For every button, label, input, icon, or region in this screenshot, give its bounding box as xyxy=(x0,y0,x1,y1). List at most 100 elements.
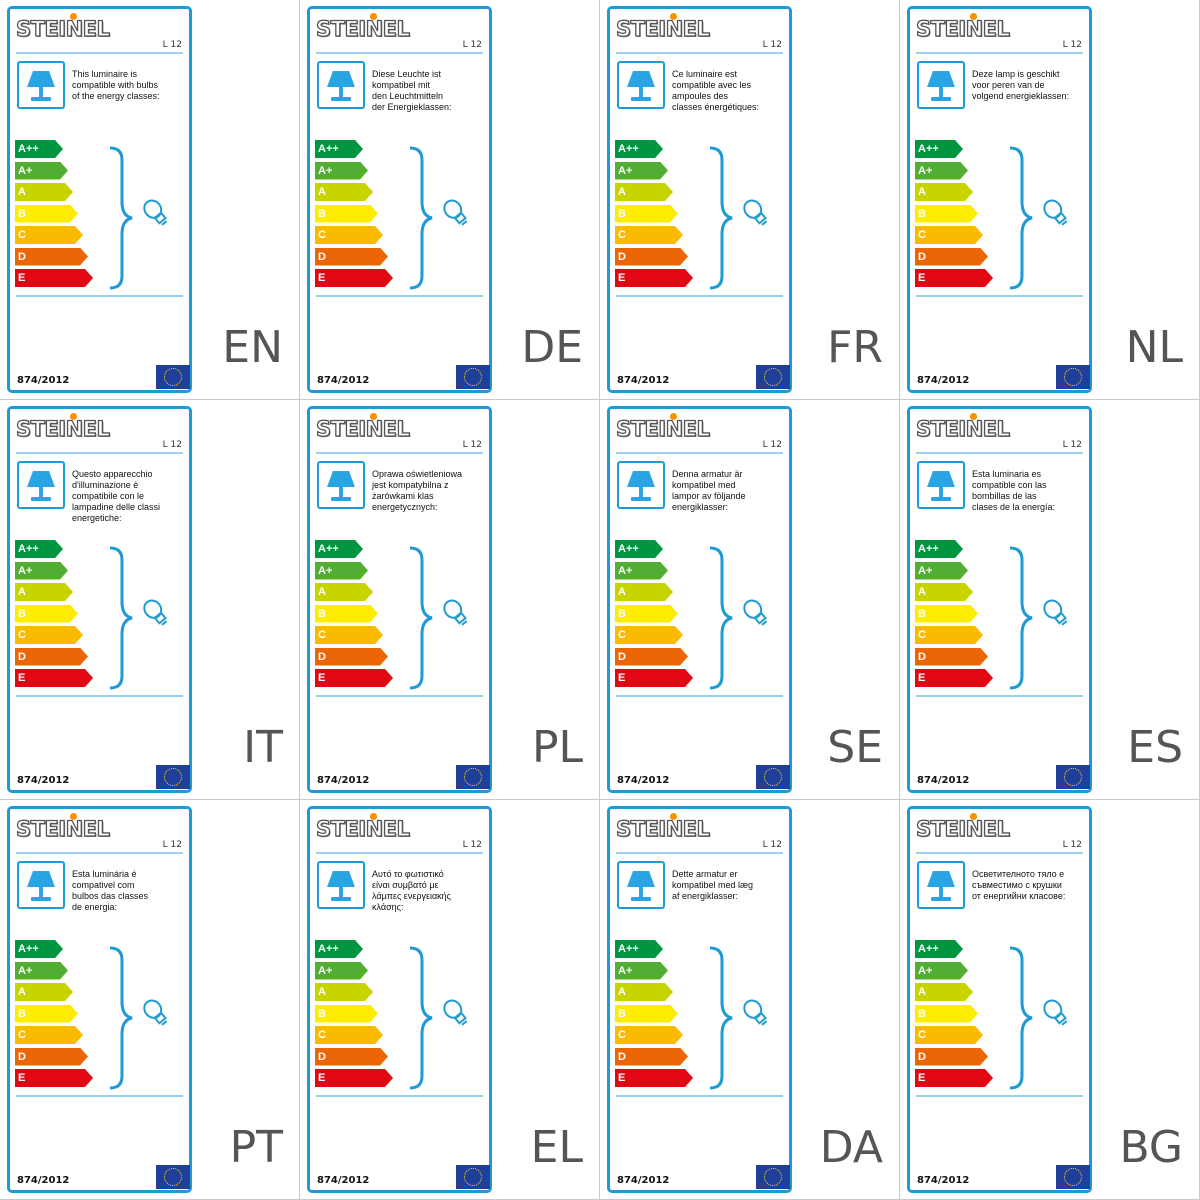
divider-bottom xyxy=(616,695,783,697)
energy-class-bar: A++ xyxy=(615,540,663,558)
compatibility-text: Esta luminaria es compatible con las bom… xyxy=(972,469,1056,512)
divider-bottom xyxy=(316,295,483,297)
light-bulb-icon xyxy=(143,199,168,226)
language-code: ES xyxy=(1127,722,1183,773)
light-bulb-icon xyxy=(743,599,768,626)
divider-top xyxy=(316,452,483,454)
energy-class-bar: A++ xyxy=(915,540,963,558)
energy-class-bar: B xyxy=(915,205,978,223)
label-cell-en: STEINEL L 12 This luminaire is compatibl… xyxy=(0,0,300,400)
energy-class-bar: E xyxy=(915,269,993,287)
energy-class-scale: A++ A+ A B C D E xyxy=(615,940,695,1090)
energy-class-bar: A+ xyxy=(315,162,368,180)
brand-dot-icon xyxy=(670,413,677,420)
table-lamp-icon xyxy=(617,861,665,909)
brand-logo: STEINEL xyxy=(915,416,1010,441)
light-bulb-icon xyxy=(1043,599,1068,626)
brand-logo: STEINEL xyxy=(15,816,110,841)
regulation-number: 874/2012 xyxy=(317,375,370,386)
energy-label-card: STEINEL L 12 Oprawa oświetleniowa jest k… xyxy=(307,406,492,793)
compatibility-text: Осветителното тяло е съвместимо с крушки… xyxy=(972,869,1066,901)
divider-top xyxy=(316,852,483,854)
energy-class-bar: A+ xyxy=(315,562,368,580)
model-number: L 12 xyxy=(1062,440,1082,450)
energy-class-bar: C xyxy=(615,626,683,644)
curly-brace-icon xyxy=(709,546,733,690)
energy-class-scale: A++ A+ A B C D E xyxy=(15,940,95,1090)
model-number: L 12 xyxy=(762,840,782,850)
curly-brace-icon xyxy=(109,146,133,290)
table-lamp-icon xyxy=(17,861,65,909)
energy-class-bar: B xyxy=(315,605,378,623)
energy-class-bar: A xyxy=(315,983,373,1001)
energy-class-bar: A+ xyxy=(15,562,68,580)
eu-flag-icon xyxy=(756,765,790,789)
regulation-number: 874/2012 xyxy=(17,775,70,786)
language-code: BG xyxy=(1119,1122,1183,1173)
divider-top xyxy=(916,52,1083,54)
energy-class-bar: B xyxy=(15,205,78,223)
curly-brace-icon xyxy=(709,946,733,1090)
compatibility-text: Αυτό το φωτιστικό είναι συμβατό με λάμπε… xyxy=(372,869,452,912)
language-code: SE xyxy=(827,722,883,773)
brand-dot-icon xyxy=(370,413,377,420)
language-code: NL xyxy=(1125,322,1183,373)
divider-top xyxy=(16,52,183,54)
divider-top xyxy=(916,452,1083,454)
label-cell-it: STEINEL L 12 Questo apparecchio d'illumi… xyxy=(0,400,300,800)
divider-bottom xyxy=(616,295,783,297)
brand-logo: STEINEL xyxy=(15,416,110,441)
label-cell-pt: STEINEL L 12 Esta luminária é compativel… xyxy=(0,800,300,1200)
eu-flag-icon xyxy=(1056,365,1090,389)
energy-class-bar: B xyxy=(615,605,678,623)
model-number: L 12 xyxy=(462,440,482,450)
divider-bottom xyxy=(16,295,183,297)
energy-class-bar: E xyxy=(315,1069,393,1087)
label-cell-el: STEINEL L 12 Αυτό το φωτιστικό είναι συμ… xyxy=(300,800,600,1200)
compatibility-text: This luminaire is compatible with bulbs … xyxy=(72,69,160,101)
energy-class-scale: A++ A+ A B C D E xyxy=(915,940,995,1090)
regulation-number: 874/2012 xyxy=(17,375,70,386)
energy-label-card: STEINEL L 12 This luminaire is compatibl… xyxy=(7,6,192,393)
model-number: L 12 xyxy=(462,40,482,50)
divider-bottom xyxy=(616,1095,783,1097)
energy-class-bar: C xyxy=(15,626,83,644)
curly-brace-icon xyxy=(409,946,433,1090)
energy-label-card: STEINEL L 12 Questo apparecchio d'illumi… xyxy=(7,406,192,793)
energy-label-card: STEINEL L 12 Esta luminária é compativel… xyxy=(7,806,192,1193)
energy-class-bar: C xyxy=(315,1026,383,1044)
language-code: PL xyxy=(531,722,583,773)
energy-class-bar: E xyxy=(315,669,393,687)
curly-brace-icon xyxy=(409,146,433,290)
energy-label-card: STEINEL L 12 Denna armatur är kompatibel… xyxy=(607,406,792,793)
energy-class-scale: A++ A+ A B C D E xyxy=(315,140,395,290)
divider-bottom xyxy=(916,1095,1083,1097)
energy-class-bar: D xyxy=(615,248,688,266)
curly-brace-icon xyxy=(409,546,433,690)
light-bulb-icon xyxy=(743,199,768,226)
divider-top xyxy=(16,852,183,854)
energy-class-bar: A++ xyxy=(15,140,63,158)
energy-class-bar: D xyxy=(615,648,688,666)
curly-brace-icon xyxy=(1009,546,1033,690)
eu-flag-icon xyxy=(756,365,790,389)
label-cell-es: STEINEL L 12 Esta luminaria es compatibl… xyxy=(900,400,1200,800)
energy-class-bar: A+ xyxy=(915,162,968,180)
language-code: EN xyxy=(222,322,283,373)
brand-dot-icon xyxy=(370,813,377,820)
energy-class-scale: A++ A+ A B C D E xyxy=(315,540,395,690)
brand-dot-icon xyxy=(70,13,77,20)
label-cell-de: STEINEL L 12 Diese Leuchte ist kompatibe… xyxy=(300,0,600,400)
energy-class-bar: A++ xyxy=(915,940,963,958)
energy-label-card: STEINEL L 12 Осветителното тяло е съвмес… xyxy=(907,806,1092,1193)
energy-class-bar: A+ xyxy=(915,562,968,580)
energy-class-bar: C xyxy=(615,1026,683,1044)
eu-flag-icon xyxy=(156,1165,190,1189)
energy-class-bar: E xyxy=(915,669,993,687)
divider-top xyxy=(616,852,783,854)
divider-bottom xyxy=(316,1095,483,1097)
energy-class-scale: A++ A+ A B C D E xyxy=(315,940,395,1090)
energy-class-bar: A xyxy=(615,183,673,201)
brand-logo: STEINEL xyxy=(315,816,410,841)
